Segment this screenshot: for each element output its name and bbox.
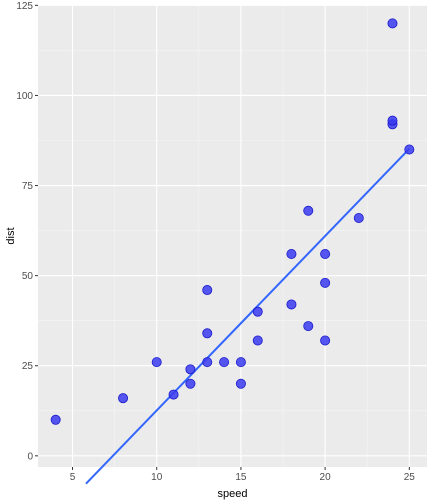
data-point <box>202 285 213 296</box>
data-point <box>320 249 331 260</box>
y-tick-label: 125 <box>16 1 33 12</box>
x-tick-label: 5 <box>70 472 76 483</box>
data-point <box>168 389 179 400</box>
x-tick-label: 25 <box>404 472 416 483</box>
y-tick-label: 0 <box>27 451 33 462</box>
data-point <box>118 393 129 404</box>
x-tick-label: 10 <box>151 472 163 483</box>
data-point <box>286 249 297 260</box>
data-points <box>50 18 415 425</box>
x-axis-ticks: 5 10 15 20 25 <box>70 467 416 483</box>
x-tick-label: 20 <box>320 472 332 483</box>
data-point <box>320 335 331 346</box>
y-tick-label: 25 <box>22 361 34 372</box>
data-point <box>252 306 263 317</box>
data-point <box>387 115 398 126</box>
data-point <box>235 357 246 368</box>
y-axis-title: dist <box>5 227 17 244</box>
data-point <box>219 357 230 368</box>
y-tick-label: 75 <box>22 181 34 192</box>
data-point <box>151 357 162 368</box>
plot-panel <box>38 5 427 467</box>
y-tick-label: 50 <box>22 271 34 282</box>
data-point <box>202 328 213 339</box>
data-point <box>185 378 196 389</box>
data-point <box>202 357 213 368</box>
data-point <box>185 364 196 375</box>
data-point <box>303 321 314 332</box>
data-point <box>404 144 415 155</box>
trend-line <box>85 148 411 485</box>
data-point <box>387 18 398 29</box>
x-axis-title: speed <box>218 488 248 500</box>
data-point <box>286 299 297 310</box>
x-tick-label: 15 <box>235 472 247 483</box>
data-point <box>320 277 331 288</box>
data-point <box>353 212 364 223</box>
data-point <box>235 378 246 389</box>
data-point <box>252 335 263 346</box>
data-point <box>303 205 314 216</box>
data-point <box>50 414 61 425</box>
y-tick-label: 100 <box>16 91 33 102</box>
minor-gridlines <box>38 5 427 467</box>
y-axis-ticks: 0 25 50 75 100 125 <box>16 1 38 462</box>
trend-line-group <box>85 148 411 485</box>
